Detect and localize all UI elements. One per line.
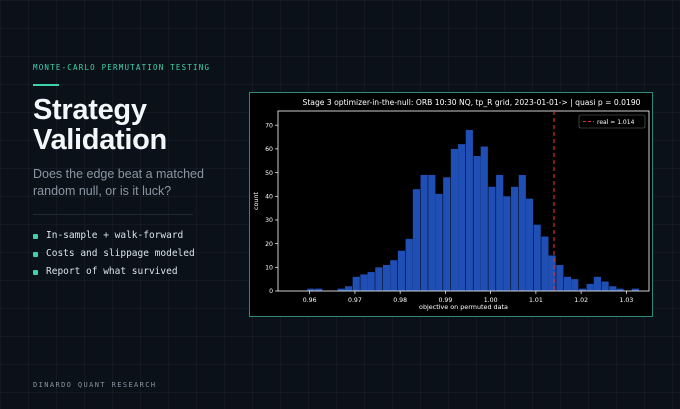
bullet-dot-icon — [33, 251, 38, 257]
histogram-bar — [496, 174, 504, 291]
bullet-item: Report of what survived — [33, 263, 195, 281]
x-tick-label: 1.01 — [529, 297, 543, 304]
bullet-item: In-sample + walk-forward — [33, 227, 195, 245]
y-tick-label: 10 — [265, 265, 273, 272]
histogram-bar — [511, 186, 519, 291]
histogram-bar — [609, 286, 617, 291]
histogram-bar — [571, 279, 579, 291]
histogram-bar — [563, 276, 572, 291]
histogram-bar — [307, 288, 315, 291]
histogram-bar — [315, 288, 323, 291]
x-axis-label: objective on permuted data — [419, 303, 508, 311]
histogram-bar — [412, 189, 420, 291]
x-tick-label: 0.96 — [303, 297, 317, 304]
histogram-bar — [420, 174, 428, 291]
histogram-bar — [578, 288, 587, 291]
bullet-text: In-sample + walk-forward — [46, 230, 184, 241]
title-line-1: Strategy — [33, 94, 147, 126]
histogram-chart: Stage 3 optimizer-in-the-null: ORB 10:30… — [252, 98, 650, 311]
y-tick-label: 30 — [265, 217, 273, 224]
histogram-bar — [344, 286, 353, 291]
histogram-bar — [601, 281, 609, 291]
histogram-bar — [390, 260, 398, 291]
bullet-text: Costs and slippage modeled — [46, 248, 195, 259]
legend-box — [578, 114, 646, 129]
histogram-bar — [337, 288, 345, 291]
y-tick-label: 50 — [265, 170, 273, 177]
bullet-dot-icon — [33, 233, 38, 239]
histogram-bar — [533, 224, 541, 291]
chart-frame: Stage 3 optimizer-in-the-null: ORB 10:30… — [249, 92, 653, 317]
histogram-bar — [480, 146, 488, 291]
accent-rule — [33, 84, 59, 86]
y-tick-label: 40 — [265, 193, 273, 200]
legend-label: real = 1.014 — [597, 119, 635, 126]
histogram-bar — [473, 156, 481, 291]
histogram-bar — [541, 236, 549, 291]
bullet-dot-icon — [33, 269, 38, 275]
histogram-bar — [352, 276, 360, 291]
chart-title: Stage 3 optimizer-in-the-null: ORB 10:30… — [303, 98, 641, 107]
x-tick-label: 0.98 — [393, 297, 407, 304]
histogram-bar — [397, 250, 406, 291]
y-axis-label: count — [252, 191, 260, 210]
x-tick-label: 0.99 — [439, 297, 453, 304]
plot-area-frame — [277, 110, 650, 292]
x-tick-label: 0.97 — [348, 297, 362, 304]
page-title: Strategy Validation — [33, 95, 233, 155]
histogram-bar — [450, 148, 458, 291]
x-tick-label: 1.00 — [484, 297, 498, 304]
title-line-2: Validation — [33, 124, 167, 156]
kicker-label: MONTE-CARLO PERMUTATION TESTING — [33, 63, 211, 72]
histogram-bar — [503, 196, 511, 291]
y-tick-label: 20 — [265, 241, 273, 248]
histogram-bar — [367, 272, 375, 291]
histogram-bar — [488, 186, 496, 291]
histogram-bar — [586, 283, 594, 291]
histogram-bar — [375, 267, 383, 291]
histogram-bar — [405, 238, 413, 291]
bullet-list: In-sample + walk-forward Costs and slipp… — [33, 227, 195, 281]
y-tick-label: 0 — [269, 288, 273, 295]
histogram-bar — [360, 274, 368, 291]
histogram-bar — [525, 198, 534, 291]
histogram-bar — [556, 264, 564, 291]
divider — [33, 214, 193, 215]
histogram-bar — [593, 276, 601, 291]
histogram-bar — [548, 255, 556, 291]
subtitle: Does the edge beat a matched random null… — [33, 167, 204, 198]
bullet-text: Report of what survived — [46, 266, 178, 277]
histogram-bar — [631, 288, 639, 291]
histogram-bar — [382, 264, 391, 291]
x-tick-label: 1.03 — [619, 297, 633, 304]
histogram-bar — [616, 288, 624, 291]
y-tick-label: 60 — [265, 146, 273, 153]
histogram-bar — [458, 144, 466, 291]
histogram-bar — [435, 193, 443, 291]
histogram-bar — [465, 129, 473, 291]
histogram-bar — [443, 177, 451, 291]
footer-brand: DINARDO QUANT RESEARCH — [33, 381, 157, 389]
histogram-bar — [518, 174, 526, 291]
x-tick-label: 1.02 — [574, 297, 588, 304]
histogram-bar — [428, 174, 436, 291]
y-tick-label: 70 — [265, 122, 273, 129]
bullet-item: Costs and slippage modeled — [33, 245, 195, 263]
